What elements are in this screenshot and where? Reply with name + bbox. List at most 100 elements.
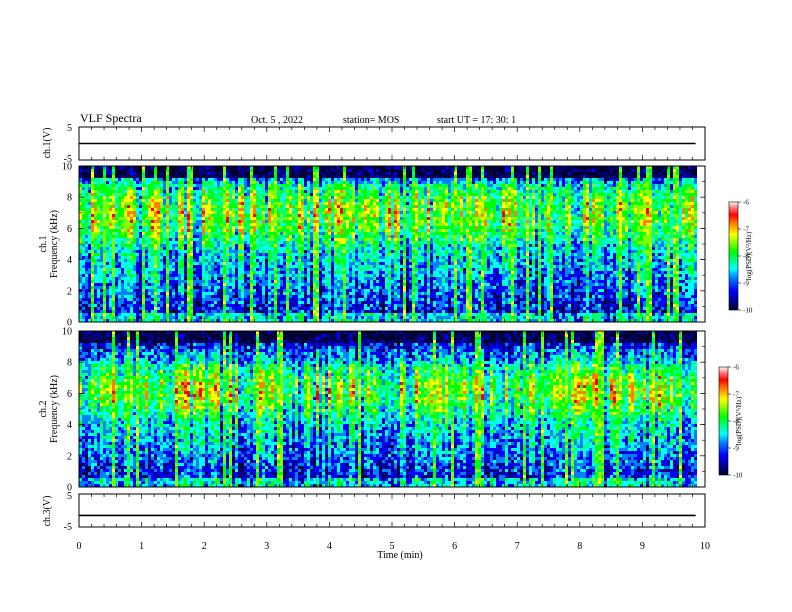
spectrogram-cell	[109, 253, 112, 256]
spectrogram-cell	[127, 235, 130, 238]
spectrogram-cell	[178, 301, 181, 304]
spectrogram-cell	[325, 244, 328, 247]
spectrogram-cell	[301, 265, 304, 268]
spectrogram-cell	[292, 307, 295, 310]
spectrogram-cell	[280, 235, 283, 238]
spectrogram-cell	[154, 214, 157, 217]
spectrogram-cell	[343, 298, 346, 301]
spectrogram-cell	[283, 271, 286, 274]
spectrogram-cell	[256, 262, 259, 265]
spectrogram-cell	[136, 208, 139, 211]
spectrogram-cell	[163, 229, 166, 232]
spectrogram-cell	[208, 289, 211, 292]
spectrogram-cell	[316, 205, 319, 208]
spectrogram-cell	[133, 274, 136, 277]
spectrogram-cell	[169, 256, 172, 259]
spectrogram-cell	[325, 241, 328, 244]
spectrogram-cell	[280, 250, 283, 253]
spectrogram-cell	[133, 223, 136, 226]
spectrogram-cell	[166, 298, 169, 301]
spectrogram-cell	[85, 235, 88, 238]
spectrogram-cell	[172, 232, 175, 235]
spectrogram-cell	[232, 193, 235, 196]
spectrogram-cell	[214, 298, 217, 301]
spectrogram-cell	[85, 220, 88, 223]
spectrogram-cell	[202, 250, 205, 253]
spectrogram-cell	[298, 232, 301, 235]
spectrogram-cell	[316, 226, 319, 229]
spectrogram-cell	[151, 175, 154, 178]
spectrogram-cell	[100, 232, 103, 235]
spectrogram-cell	[148, 172, 151, 175]
spectrogram-cell	[307, 232, 310, 235]
spectrogram-cell	[193, 304, 196, 307]
spectrogram-cell	[148, 223, 151, 226]
spectrogram-cell	[301, 313, 304, 316]
spectrogram-cell	[259, 214, 262, 217]
spectrogram-cell	[289, 196, 292, 199]
spectrogram-cell	[331, 232, 334, 235]
spectrogram-cell	[265, 295, 268, 298]
spectrogram-cell	[217, 178, 220, 181]
spectrogram-cell	[121, 280, 124, 283]
spectrogram-cell	[259, 211, 262, 214]
spectrogram-cell	[106, 193, 109, 196]
spectrogram-cell	[322, 280, 325, 283]
spectrogram-cell	[118, 217, 121, 220]
spectrogram-cell	[178, 304, 181, 307]
spectrogram-cell	[79, 283, 82, 286]
spectrogram-cell	[166, 262, 169, 265]
spectrogram-cell	[241, 205, 244, 208]
spectrogram-cell	[355, 289, 358, 292]
spectrogram-cell	[352, 202, 355, 205]
spectrogram-cell	[151, 280, 154, 283]
spectrogram-cell	[136, 199, 139, 202]
spectrogram-cell	[187, 280, 190, 283]
spectrogram-cell	[247, 244, 250, 247]
spectrogram-cell	[112, 235, 115, 238]
spectrogram-cell	[331, 241, 334, 244]
spectrogram-cell	[247, 169, 250, 172]
spectrogram-cell	[352, 244, 355, 247]
spectrogram-cell	[247, 223, 250, 226]
ch1-v-tick-neg5: -5	[64, 154, 72, 165]
spectrogram-cell	[130, 244, 133, 247]
spectrogram-cell	[256, 205, 259, 208]
spectrogram-cell	[358, 178, 361, 181]
spectrogram-cell	[325, 268, 328, 271]
spectrogram-cell	[184, 184, 187, 187]
spectrogram-cell	[199, 280, 202, 283]
spectrogram-cell	[184, 208, 187, 211]
spectrogram-cell	[109, 169, 112, 172]
spectrogram-cell	[205, 199, 208, 202]
spectrogram-cell	[349, 232, 352, 235]
spectrogram-cell	[322, 220, 325, 223]
spectrogram-cell	[175, 250, 178, 253]
spectrogram-cell	[343, 187, 346, 190]
spectrogram-cell	[229, 172, 232, 175]
spectrogram-cell	[121, 211, 124, 214]
spectrogram-cell	[106, 280, 109, 283]
spectrogram-cell	[334, 280, 337, 283]
spectrogram-cell	[271, 316, 274, 319]
spectrogram-cell	[238, 238, 241, 241]
spectrogram-cell	[184, 202, 187, 205]
spectrogram-cell	[349, 220, 352, 223]
spectrogram-cell	[289, 220, 292, 223]
spectrogram-cell	[238, 184, 241, 187]
spectrogram-cell	[265, 244, 268, 247]
spectrogram-cell	[268, 229, 271, 232]
spectrogram-cell	[304, 202, 307, 205]
spectrogram-cell	[103, 301, 106, 304]
spectrogram-cell	[214, 286, 217, 289]
spectrogram-cell	[127, 319, 130, 322]
spectrogram-cell	[343, 217, 346, 220]
spectrogram-cell	[118, 286, 121, 289]
spectrogram-cell	[322, 193, 325, 196]
spectrogram-cell	[124, 283, 127, 286]
spectrogram-cell	[343, 172, 346, 175]
spectrogram-cell	[199, 178, 202, 181]
spectrogram-cell	[139, 205, 142, 208]
spectrogram-cell	[331, 286, 334, 289]
spectrogram-cell	[82, 250, 85, 253]
